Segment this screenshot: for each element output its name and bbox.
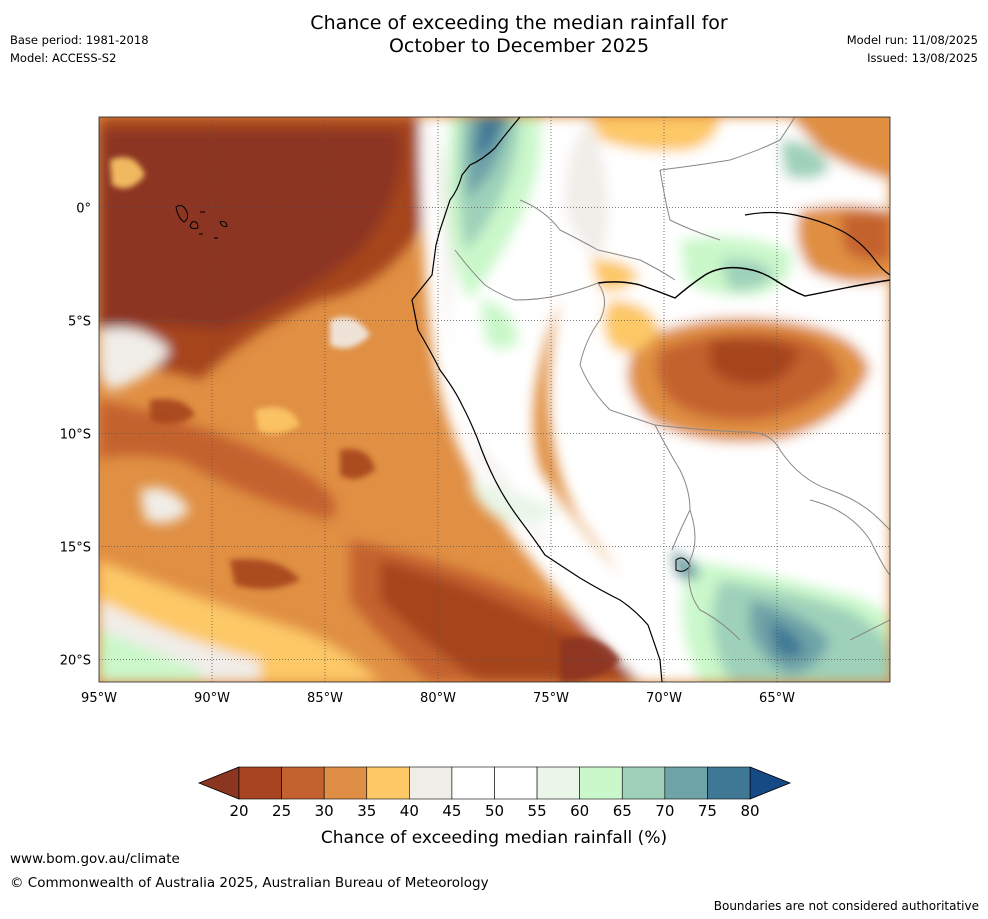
colorbar-swatch [494, 766, 538, 800]
colorbar-tick-label: 70 [655, 802, 674, 820]
colorbar-tick-label: 40 [400, 802, 419, 820]
meta-right: Model run: 11/08/2025 Issued: 13/08/2025 [847, 31, 978, 67]
colorbar-swatch [621, 766, 666, 800]
footer-disclaimer: Boundaries are not considered authoritat… [713, 899, 979, 913]
colorbar-tick-label: 25 [272, 802, 291, 820]
colorbar-tick-label: 55 [528, 802, 547, 820]
title-line-2: October to December 2025 [388, 35, 650, 57]
north-coast [744, 211, 890, 276]
coastline [411, 117, 663, 682]
colorbar-tick-label: 80 [740, 802, 759, 820]
country-borders [454, 117, 890, 641]
colorbar-tick-label: 35 [357, 802, 376, 820]
lat-tick-label: 20°S [60, 653, 91, 668]
map-grid [99, 117, 890, 682]
lat-tick-label: 10°S [60, 427, 91, 442]
colorbar-title: Chance of exceeding median rainfall (%) [321, 828, 667, 848]
colorbar-tick-label: 45 [442, 802, 461, 820]
lon-tick-label: 75°W [533, 691, 569, 706]
longitude-labels: 95°W 90°W 85°W 80°W 75°W 70°W 65°W [81, 691, 795, 706]
model-run: Model run: 11/08/2025 [846, 33, 978, 47]
issued-date: Issued: 13/08/2025 [867, 51, 978, 65]
map-title: Chance of exceeding the median rainfall … [194, 12, 844, 58]
colorbar-tick-label: 60 [570, 802, 589, 820]
lon-tick-label: 70°W [646, 691, 682, 706]
model-name: Model: ACCESS-S2 [10, 51, 117, 65]
colorbar-tick-label: 20 [229, 802, 248, 820]
lon-tick-label: 90°W [194, 691, 230, 706]
colorbar-tick-label: 65 [613, 802, 632, 820]
colorbar-tick-label: 75 [698, 802, 717, 820]
lat-tick-label: 15°S [60, 540, 91, 555]
colorbar-swatch [409, 766, 453, 800]
colorbar-swatch [536, 766, 580, 800]
footer-url[interactable]: www.bom.gov.au/climate [10, 851, 180, 867]
lake-titicaca [675, 557, 691, 572]
colorbar-swatch [366, 766, 410, 800]
colorbar-swatch [664, 766, 708, 800]
colorbar-tick-label: 50 [485, 802, 504, 820]
colorbar: 20 25 30 35 40 45 50 55 60 65 70 75 80 [197, 766, 792, 820]
lat-tick-label: 5°S [68, 314, 91, 329]
colorbar-swatch [707, 766, 751, 800]
title-line-1: Chance of exceeding the median rainfall … [310, 12, 728, 34]
galapagos-islands [175, 205, 228, 239]
colorbar-swatch [579, 766, 623, 800]
amazon-river [597, 266, 890, 299]
colorbar-swatch [451, 766, 495, 800]
footer-copyright: © Commonwealth of Australia 2025, Austra… [10, 875, 489, 891]
lon-tick-label: 85°W [307, 691, 343, 706]
colorbar-over-arrow [749, 766, 792, 800]
colorbar-swatch [281, 766, 325, 800]
map-frame [98, 116, 891, 683]
colorbar-swatch [323, 766, 368, 800]
colorbar-tick-label: 30 [315, 802, 334, 820]
lon-tick-label: 95°W [81, 691, 117, 706]
meta-left: Base period: 1981-2018 Model: ACCESS-S2 [10, 31, 149, 67]
lon-tick-label: 65°W [759, 691, 795, 706]
latitude-labels: 0° 5°S 10°S 15°S 20°S [60, 201, 91, 668]
lon-tick-label: 80°W [420, 691, 456, 706]
lat-tick-label: 0° [76, 201, 91, 216]
colorbar-swatch [238, 766, 282, 800]
colorbar-under-arrow [197, 766, 240, 800]
base-period: Base period: 1981-2018 [10, 33, 149, 47]
rainfall-field [99, 117, 890, 682]
